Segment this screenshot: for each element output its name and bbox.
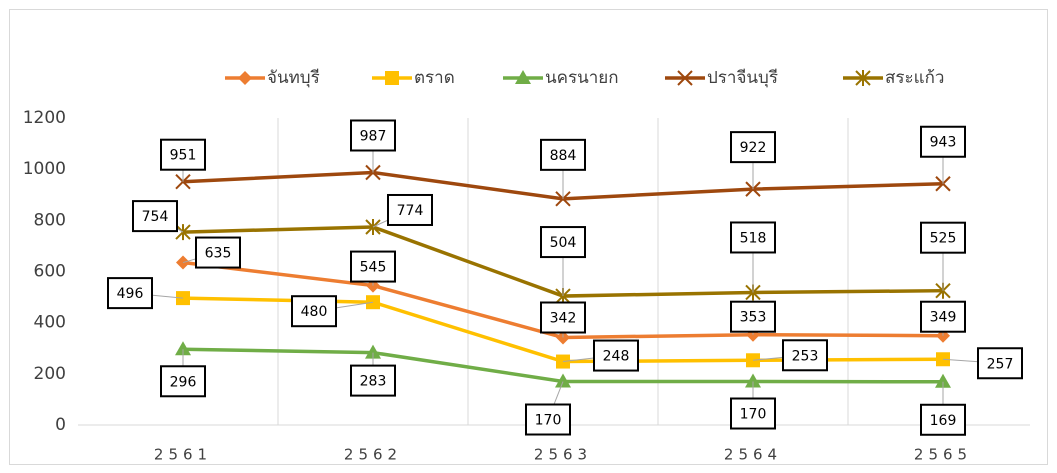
legend-label: จันทบุรี — [267, 68, 320, 88]
marker — [175, 341, 191, 356]
data-label: 518 — [740, 230, 767, 246]
label-box — [730, 300, 776, 333]
legend-label: ปราจีนบุรี — [707, 68, 778, 88]
label-box — [540, 138, 586, 171]
label-box — [291, 295, 337, 328]
legend-label: นครนายก — [545, 68, 619, 88]
y-tick-label: 400 — [34, 313, 66, 333]
marker — [385, 71, 399, 85]
x-tick-label: 2563 — [534, 446, 592, 464]
data-label: 170 — [535, 413, 562, 429]
data-label: 342 — [550, 311, 577, 327]
x-tick-label: 2565 — [914, 446, 972, 464]
marker — [175, 224, 191, 241]
data-label: 884 — [550, 148, 577, 164]
marker — [745, 373, 761, 388]
label-box — [195, 236, 241, 269]
data-label: 943 — [930, 135, 957, 151]
marker — [677, 70, 693, 86]
y-tick-label: 0 — [55, 415, 66, 435]
marker — [855, 70, 871, 86]
y-tick-label: 1000 — [23, 159, 66, 179]
data-label: 169 — [930, 413, 957, 429]
legend-label: ตราด — [414, 68, 455, 88]
data-label: 504 — [550, 235, 577, 251]
label-box — [350, 364, 396, 397]
data-label: 349 — [930, 310, 957, 326]
label-box — [540, 226, 586, 259]
data-label: 922 — [740, 140, 767, 156]
label-box — [525, 403, 571, 436]
data-label: 283 — [360, 374, 387, 390]
y-tick-label: 600 — [34, 262, 66, 282]
label-box — [387, 193, 433, 226]
label-box — [107, 277, 153, 310]
marker — [238, 71, 252, 85]
label-box — [593, 339, 639, 372]
label-box — [540, 301, 586, 334]
label-box — [730, 397, 776, 430]
label-box — [920, 403, 966, 436]
y-tick-label: 800 — [34, 210, 66, 230]
x-tick-label: 2564 — [724, 446, 782, 464]
data-label: 525 — [930, 231, 957, 247]
data-label: 774 — [397, 203, 424, 219]
marker — [365, 344, 381, 359]
label-box — [920, 125, 966, 158]
label-box — [132, 200, 178, 233]
label-box — [920, 221, 966, 254]
data-label: 248 — [603, 349, 630, 365]
data-label: 296 — [170, 374, 197, 390]
label-box — [350, 250, 396, 283]
data-label: 754 — [142, 209, 169, 225]
label-box — [977, 347, 1023, 380]
data-label: 253 — [792, 348, 819, 364]
marker — [745, 181, 761, 197]
data-label: 170 — [740, 407, 767, 423]
marker — [515, 70, 531, 84]
label-box — [160, 365, 206, 398]
label-box — [920, 300, 966, 333]
data-label: 635 — [205, 246, 232, 262]
label-box — [350, 119, 396, 152]
x-tick-label: 2562 — [344, 446, 402, 464]
y-tick-label: 200 — [34, 364, 66, 384]
label-box — [730, 131, 776, 164]
series — [175, 341, 951, 388]
legend-label: สระแก้ว — [885, 68, 944, 88]
label-box — [160, 138, 206, 171]
marker — [555, 373, 571, 388]
data-label: 353 — [740, 310, 767, 326]
data-label: 951 — [170, 148, 197, 164]
label-box — [782, 339, 828, 372]
x-tick-label: 2561 — [154, 446, 212, 464]
data-label: 987 — [360, 128, 387, 144]
label-box — [730, 221, 776, 254]
data-label: 496 — [117, 286, 144, 302]
data-label: 480 — [301, 304, 328, 320]
marker — [935, 373, 951, 388]
data-label: 257 — [987, 356, 1014, 372]
y-tick-label: 1200 — [23, 108, 66, 128]
data-label: 545 — [360, 260, 387, 276]
